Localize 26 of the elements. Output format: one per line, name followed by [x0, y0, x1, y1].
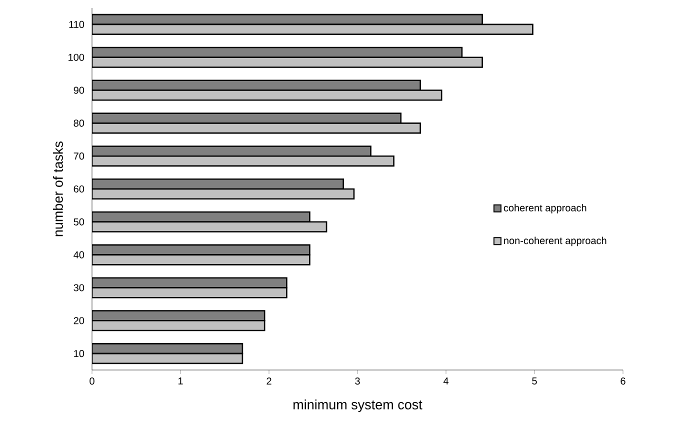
- x-tick-label: 0: [90, 378, 94, 385]
- y-tick-label: 30: [74, 284, 84, 292]
- bar: [92, 352, 244, 364]
- y-tick-label: 100: [68, 54, 84, 61]
- x-tick-label: 1: [178, 378, 183, 384]
- x-axis-title: minimum system cost: [294, 399, 422, 412]
- y-tick-label: 90: [74, 86, 84, 94]
- y-tick-label: 50: [74, 218, 84, 226]
- x-tick-label: 2: [266, 378, 272, 385]
- bar: [92, 155, 394, 167]
- legend-label: non-coherent approach: [504, 236, 606, 246]
- y-tick-label: 20: [74, 317, 84, 324]
- y-tick-label: 110: [69, 20, 84, 28]
- y-tick-label: 70: [74, 152, 84, 160]
- bar: [92, 211, 310, 223]
- x-tick-label: 4: [443, 378, 448, 384]
- y-tick-label: 40: [74, 251, 84, 258]
- y-axis-title: number of tasks: [53, 141, 63, 236]
- y-tick-label: 60: [74, 185, 84, 193]
- bar: [92, 14, 483, 26]
- x-tick-label: 6: [620, 378, 626, 385]
- y-tick-label: 10: [74, 350, 84, 358]
- legend-label: coherent approach: [504, 204, 586, 214]
- x-tick-label: 3: [355, 378, 360, 385]
- x-tick-label: 5: [532, 378, 537, 385]
- y-tick-label: 80: [74, 120, 84, 127]
